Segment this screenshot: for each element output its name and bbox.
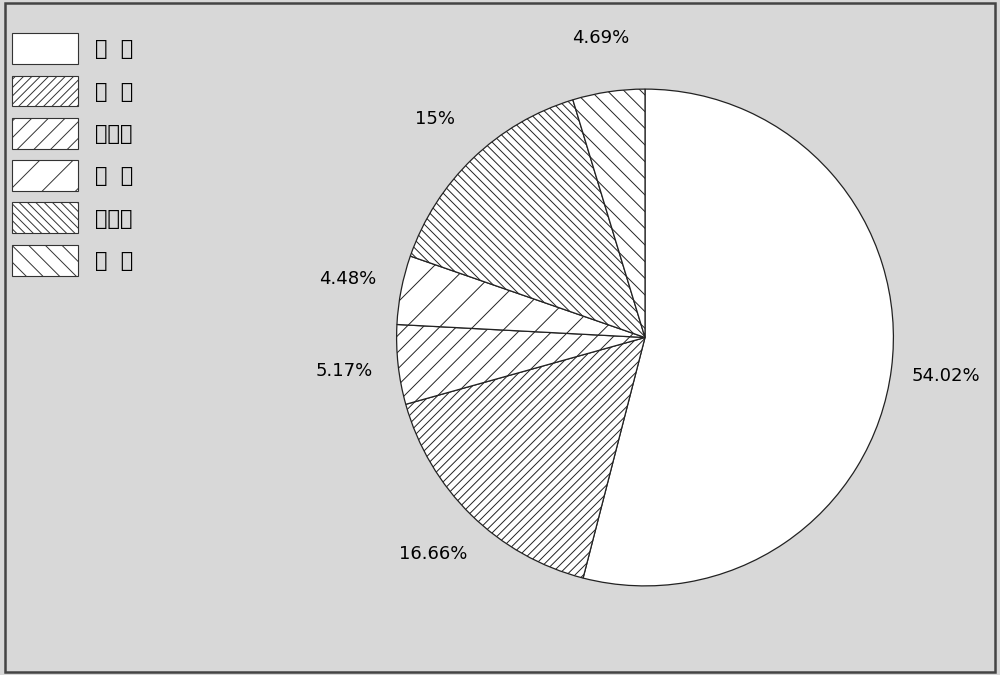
Wedge shape [406, 338, 645, 578]
Legend: 乙  酸, 丙  酸, 异丁酸, 丁  酸, 异戊酸, 戊  酸: 乙 酸, 丙 酸, 异丁酸, 丁 酸, 异戊酸, 戊 酸 [3, 25, 142, 284]
Wedge shape [583, 89, 893, 586]
Text: 4.48%: 4.48% [319, 270, 376, 288]
Text: 54.02%: 54.02% [911, 367, 980, 385]
Wedge shape [397, 256, 645, 338]
Text: 5.17%: 5.17% [315, 362, 372, 380]
Text: 4.69%: 4.69% [572, 29, 629, 47]
Text: 15%: 15% [415, 110, 455, 128]
Wedge shape [573, 89, 645, 338]
Text: 16.66%: 16.66% [399, 545, 467, 563]
Wedge shape [397, 325, 645, 404]
Wedge shape [410, 100, 645, 338]
